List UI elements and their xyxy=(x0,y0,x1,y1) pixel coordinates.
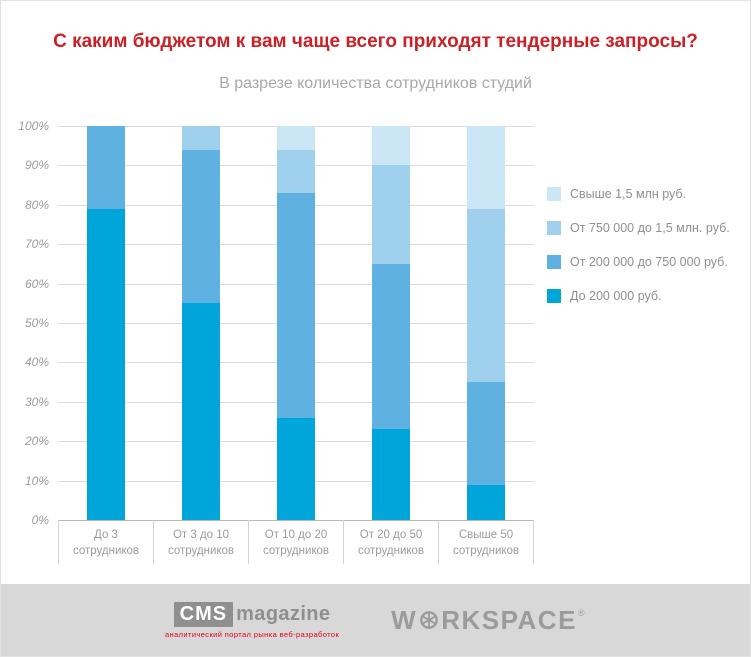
y-axis-label: 80% xyxy=(24,197,49,212)
x-axis-label: Свыше 50 сотрудников xyxy=(452,529,520,557)
x-axis-category-cell: До 3 сотрудников xyxy=(58,520,154,564)
bar-segment xyxy=(277,126,315,150)
bar-segment xyxy=(181,303,220,520)
legend-swatch xyxy=(547,289,561,303)
x-axis-label: От 20 до 50 сотрудников xyxy=(357,529,425,557)
bar-segment xyxy=(372,126,411,166)
x-axis-category-cell: От 3 до 10 сотрудников xyxy=(154,520,249,564)
bar-segment xyxy=(372,263,411,430)
bar-segment xyxy=(86,208,125,520)
workspace-registered-mark: ® xyxy=(577,608,587,618)
stacked-bar xyxy=(277,126,315,520)
y-axis-label: 40% xyxy=(24,355,49,370)
chart-title: С каким бюджетом к вам чаще всего приход… xyxy=(53,31,698,52)
stacked-bar xyxy=(467,126,506,520)
y-axis-label: 20% xyxy=(24,434,49,449)
bar-segment xyxy=(372,165,411,264)
legend-swatch xyxy=(547,255,561,269)
x-axis-category-cell: От 10 до 20 сотрудников xyxy=(249,520,344,564)
x-axis-category-cell: От 20 до 50 сотрудников xyxy=(344,520,439,564)
legend-swatch xyxy=(547,221,561,235)
bar-segment xyxy=(277,417,315,520)
legend-item: До 200 000 руб. xyxy=(547,289,730,303)
workspace-logo-right: RKSPACE xyxy=(441,605,577,635)
legend-item: От 200 000 до 750 000 руб. xyxy=(547,255,730,269)
y-axis-label: 30% xyxy=(24,394,49,409)
cms-logo-word: magazine xyxy=(236,602,331,625)
workspace-logo-left: W xyxy=(391,605,418,635)
bar-segment xyxy=(372,429,411,520)
bar-segment xyxy=(277,149,315,193)
legend-label: Свыше 1,5 млн руб. xyxy=(570,187,687,201)
cms-magazine-wordmark: CMS magazine xyxy=(173,601,331,627)
bar-segment xyxy=(86,126,125,209)
bar-column xyxy=(153,126,248,520)
footer-bar: CMS magazine аналитический портал рынка … xyxy=(1,584,750,656)
cms-logo-box: CMS xyxy=(173,601,234,627)
y-axis-label: 100% xyxy=(18,119,49,133)
y-axis-label: 0% xyxy=(31,513,49,527)
x-axis-label: От 3 до 10 сотрудников xyxy=(167,529,235,557)
x-axis-label: До 3 сотрудников xyxy=(72,529,140,557)
bars-area xyxy=(58,126,534,520)
legend-swatch xyxy=(547,187,561,201)
stacked-bar xyxy=(372,126,411,520)
bar-segment xyxy=(467,126,506,209)
stacked-bar xyxy=(181,126,220,520)
plot-area: 0% 10% 20% 30% 40% 50% 60% 70% 80% 90% 100% xyxy=(18,119,534,527)
bar-segment xyxy=(181,149,220,304)
bar-column xyxy=(248,126,343,520)
legend: Свыше 1,5 млн руб. От 750 000 до 1,5 млн.… xyxy=(547,187,730,303)
legend-label: От 750 000 до 1,5 млн. руб. xyxy=(570,221,730,235)
cms-magazine-logo: CMS magazine аналитический портал рынка … xyxy=(164,601,340,639)
cms-logo-tagline: аналитический портал рынка веб-разработо… xyxy=(164,629,340,639)
legend-label: До 200 000 руб. xyxy=(570,289,662,303)
legend-item: Свыше 1,5 млн руб. xyxy=(547,187,730,201)
y-axis-label: 70% xyxy=(24,237,49,252)
bar-segment xyxy=(467,208,506,383)
bar-column xyxy=(344,126,439,520)
y-axis-label: 10% xyxy=(24,473,49,488)
gridline xyxy=(58,520,534,521)
bar-column xyxy=(58,126,153,520)
y-axis-label: 60% xyxy=(24,276,49,291)
legend-item: От 750 000 до 1,5 млн. руб. xyxy=(547,221,730,235)
x-axis-category-cell: Свыше 50 сотрудников xyxy=(439,520,534,564)
y-axis-label: 50% xyxy=(24,316,49,330)
workspace-o-icon xyxy=(420,611,439,629)
y-axis-label: 90% xyxy=(24,158,49,173)
bar-column xyxy=(439,126,534,520)
x-axis-label: От 10 до 20 сотрудников xyxy=(262,529,330,557)
chart-subtitle: В разрезе количества сотрудников студий xyxy=(219,75,532,92)
bar-segment xyxy=(277,192,315,418)
bar-segment xyxy=(467,484,506,520)
stacked-bar xyxy=(86,126,125,520)
legend-label: От 200 000 до 750 000 руб. xyxy=(570,255,728,269)
bar-segment xyxy=(181,126,220,150)
bar-segment xyxy=(467,382,506,485)
x-axis: До 3 сотрудников От 3 до 10 сотрудников От… xyxy=(58,520,534,564)
workspace-logo: W RKSPACE ® xyxy=(391,607,586,633)
